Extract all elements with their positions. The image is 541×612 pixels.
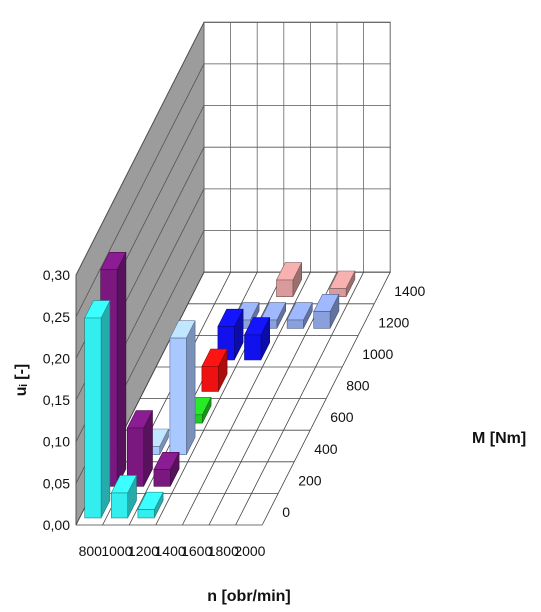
x-tick-label: 1000 bbox=[101, 543, 132, 559]
y-tick-label: 0,20 bbox=[43, 350, 70, 366]
bar-side bbox=[186, 320, 196, 455]
bar-front bbox=[127, 427, 144, 487]
z-axis-label: M [Nm] bbox=[472, 430, 526, 447]
bar-front bbox=[313, 311, 331, 329]
bar bbox=[126, 410, 153, 487]
bar bbox=[313, 293, 340, 329]
z-axis-ticks: 0 200 400 600 800 1000 1200 1400 bbox=[282, 283, 425, 520]
y-tick-label: 0,00 bbox=[43, 517, 70, 533]
bar-front bbox=[111, 492, 128, 519]
x-tick-label: 1600 bbox=[181, 543, 212, 559]
bar-front bbox=[201, 366, 219, 392]
z-tick-label: 1400 bbox=[394, 283, 425, 299]
x-tick-label: 1800 bbox=[208, 543, 239, 559]
z-tick-label: 200 bbox=[298, 472, 322, 488]
y-tick-label: 0,30 bbox=[43, 267, 70, 283]
bar bbox=[276, 262, 303, 298]
bar-front bbox=[153, 469, 171, 487]
bar-front bbox=[244, 334, 262, 361]
bar bbox=[244, 317, 271, 361]
x-tick-label: 800 bbox=[79, 543, 103, 559]
y-tick-label: 0,05 bbox=[43, 475, 70, 491]
bar-front bbox=[137, 509, 155, 519]
bar-side bbox=[116, 252, 127, 487]
y-tick-label: 0,10 bbox=[43, 434, 70, 450]
z-tick-label: 1200 bbox=[378, 314, 409, 330]
bar-front bbox=[286, 319, 304, 329]
bar bbox=[201, 348, 228, 392]
x-tick-label: 1200 bbox=[128, 543, 159, 559]
bar bbox=[286, 302, 313, 329]
x-tick-label: 2000 bbox=[234, 543, 265, 559]
bar bbox=[153, 451, 180, 487]
bar bbox=[137, 491, 164, 519]
bar-front bbox=[169, 337, 187, 456]
bar bbox=[84, 300, 111, 519]
y-axis-label: uᵢ [-] bbox=[13, 364, 30, 396]
y-tick-label: 0,15 bbox=[43, 392, 70, 408]
bar bbox=[169, 320, 196, 456]
y-tick-label: 0,25 bbox=[43, 309, 70, 325]
z-tick-label: 800 bbox=[346, 378, 370, 394]
x-tick-label: 1400 bbox=[155, 543, 186, 559]
chart-bars bbox=[84, 252, 356, 519]
z-tick-label: 1000 bbox=[362, 346, 393, 362]
y-gridline bbox=[75, 63, 391, 317]
bar-front bbox=[84, 317, 102, 519]
bar-side bbox=[100, 300, 111, 519]
bar-front bbox=[276, 279, 294, 298]
x-axis-label: n [obr/min] bbox=[207, 588, 291, 605]
z-tick-label: 400 bbox=[314, 441, 338, 457]
z-tick-label: 600 bbox=[330, 409, 354, 425]
y-gridline bbox=[75, 21, 391, 276]
y-axis-ticks: 0,00 0,05 0,10 0,15 0,20 0,25 0,30 bbox=[43, 267, 70, 533]
bar bbox=[110, 475, 137, 519]
z-tick-label: 0 bbox=[282, 504, 290, 520]
